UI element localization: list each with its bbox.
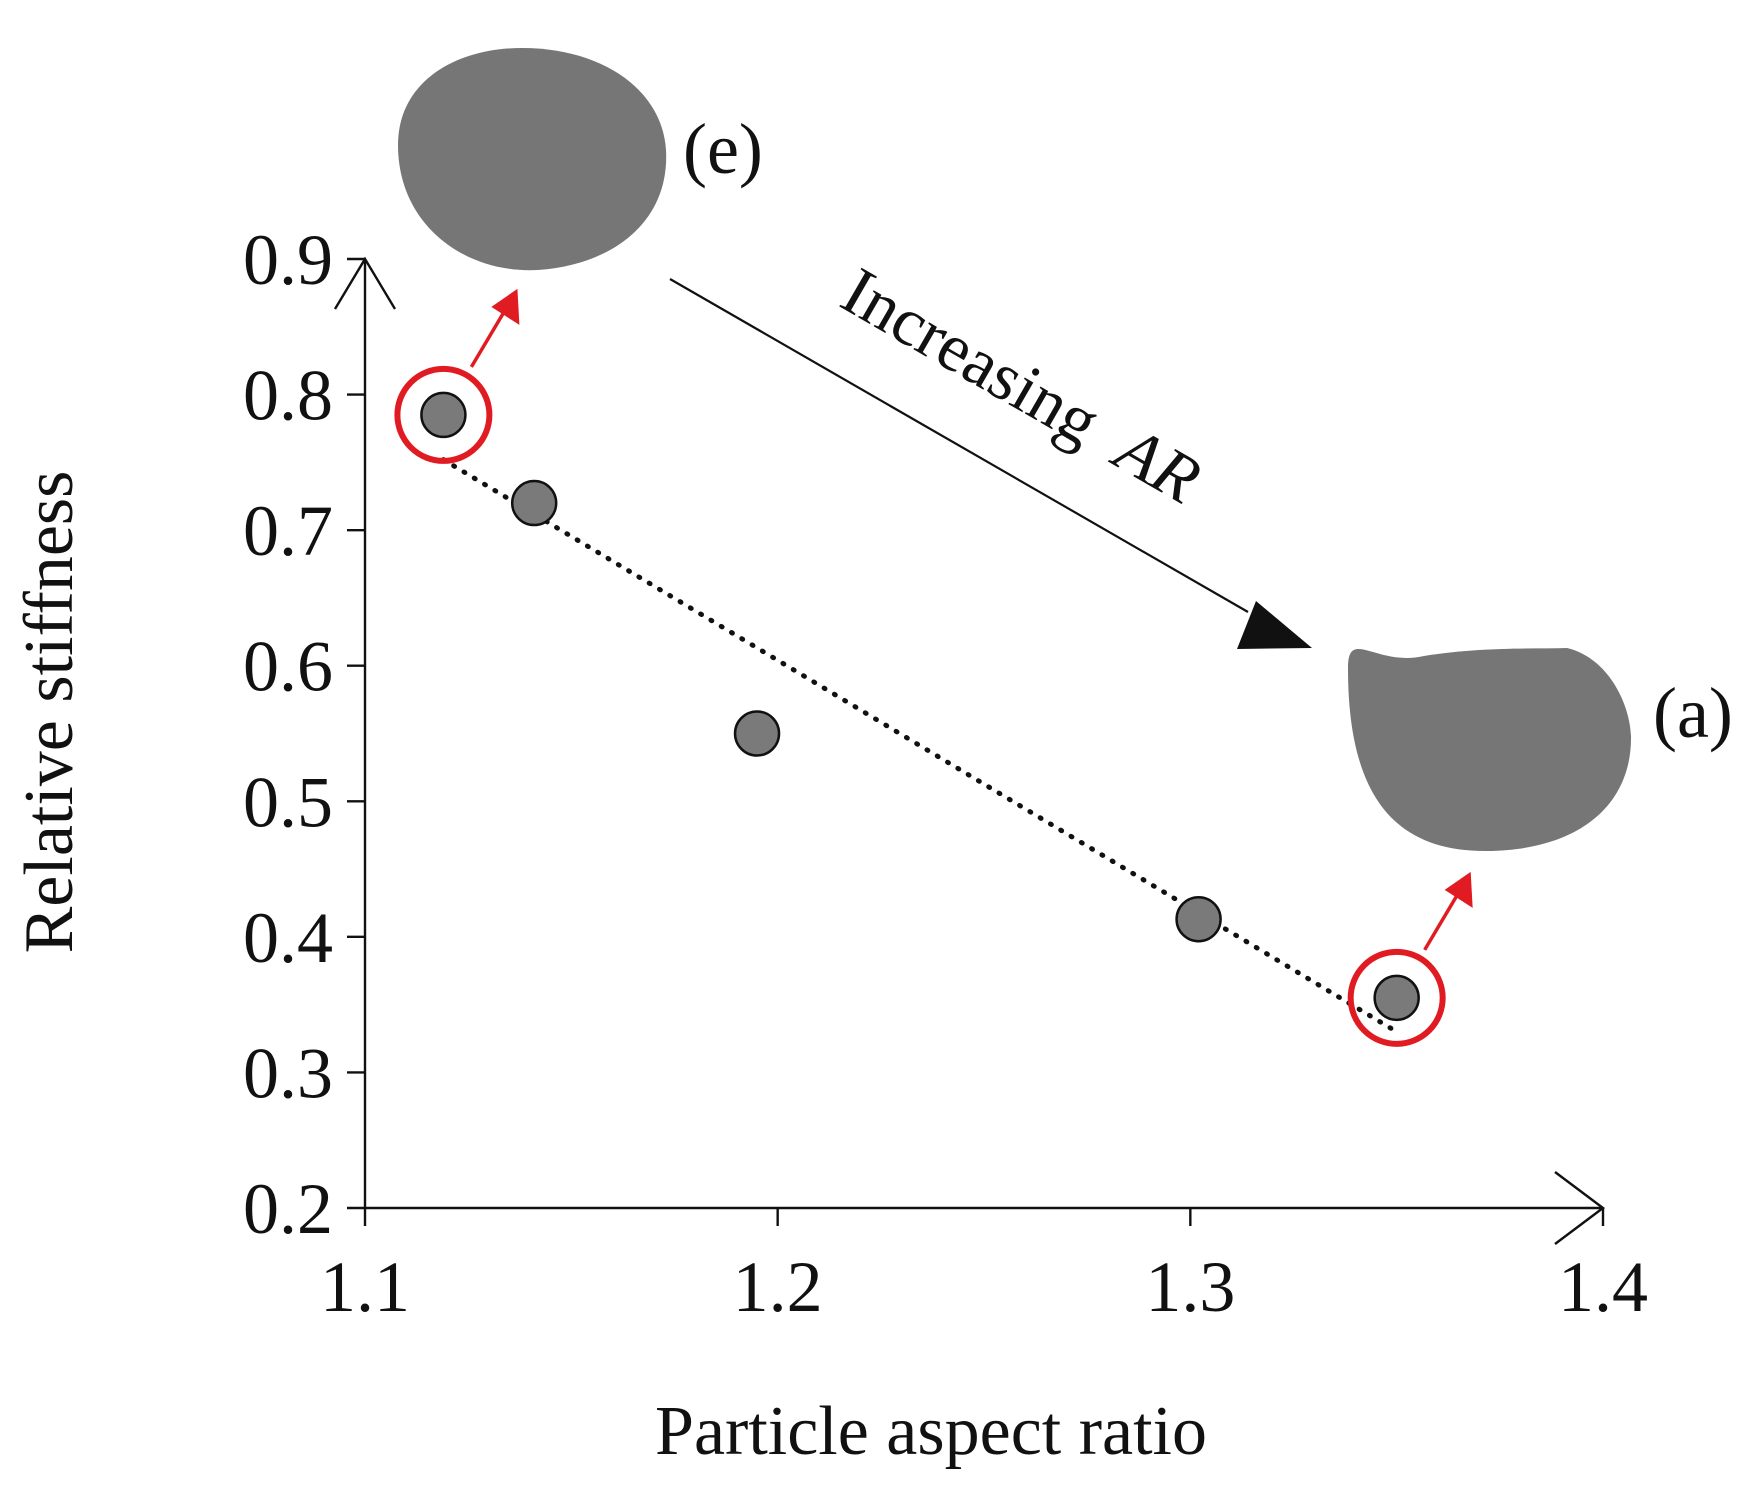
particle-e-shape: [398, 48, 667, 271]
increasing-ar-label: Increasing AR: [830, 252, 1214, 517]
x-tick-label: 1.2: [733, 1247, 823, 1327]
y-ticks: 0.2 0.3 0.4 0.5 0.6 0.7 0.8 0.9: [243, 220, 365, 1249]
data-point: [510, 479, 558, 527]
highlight-ring: [394, 365, 493, 464]
y-tick-label: 0.7: [243, 491, 333, 571]
increasing-ar-annotation: Increasing AR: [669, 252, 1312, 649]
highlight-arrow-head: [1444, 871, 1473, 908]
x-tick-label: 1.1: [320, 1247, 410, 1327]
axes: [333, 256, 1605, 1245]
data-points: [420, 391, 1420, 1022]
particle-a-shape: [1348, 648, 1632, 852]
data-point: [733, 710, 781, 757]
x-tick-label: 1.3: [1145, 1247, 1235, 1327]
y-tick-label: 0.2: [243, 1169, 333, 1249]
y-tick-label: 0.8: [243, 356, 333, 436]
data-point: [1373, 974, 1420, 1022]
x-ticks: 1.1 1.2 1.3 1.4: [320, 1208, 1648, 1327]
data-point: [420, 391, 467, 439]
shape-label-a: (a): [1653, 673, 1733, 753]
ar-symbol: AR: [1100, 408, 1213, 517]
y-tick-label: 0.3: [243, 1033, 333, 1113]
highlight-arrow-head: [491, 288, 520, 325]
highlight-annotations: [394, 288, 1473, 1047]
data-point: [1175, 895, 1222, 943]
increasing-ar-arrow-head: [1237, 601, 1312, 649]
y-tick-label: 0.6: [243, 627, 333, 707]
increasing-word: Increasing: [830, 252, 1113, 459]
y-tick-label: 0.9: [243, 220, 333, 300]
x-tick-label: 1.4: [1558, 1247, 1648, 1327]
y-axis-label: Relative stiffness: [11, 471, 88, 954]
dotted-trend-line: [440, 457, 1400, 1035]
shape-label-e: (e): [683, 109, 763, 189]
y-tick-label: 0.5: [243, 762, 333, 842]
particle-images: [398, 48, 1632, 852]
y-tick-label: 0.4: [243, 898, 333, 978]
x-axis-label: Particle aspect ratio: [655, 1393, 1207, 1470]
increasing-ar-arrow-line: [669, 278, 1249, 613]
highlight-ring: [1347, 948, 1446, 1047]
